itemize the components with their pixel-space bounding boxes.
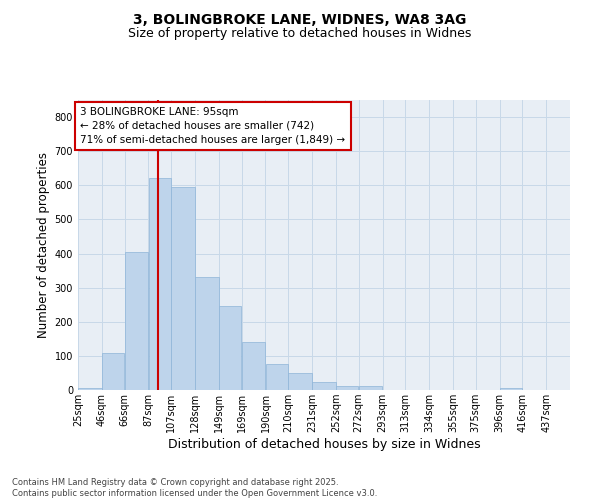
Bar [195,278,219,390]
Bar [500,388,522,390]
Text: Size of property relative to detached houses in Widnes: Size of property relative to detached ho… [128,28,472,40]
Text: Contains HM Land Registry data © Crown copyright and database right 2025.
Contai: Contains HM Land Registry data © Crown c… [12,478,377,498]
Bar [289,373,312,390]
Text: 3 BOLINGBROKE LANE: 95sqm
← 28% of detached houses are smaller (742)
71% of semi: 3 BOLINGBROKE LANE: 95sqm ← 28% of detac… [80,107,346,145]
Bar [102,354,124,390]
Bar [172,187,195,390]
Bar [312,382,336,390]
Bar [359,386,382,390]
Bar [219,306,241,390]
Bar [266,364,288,390]
Text: 3, BOLINGBROKE LANE, WIDNES, WA8 3AG: 3, BOLINGBROKE LANE, WIDNES, WA8 3AG [133,12,467,26]
Bar [242,342,265,390]
Bar [336,386,358,390]
X-axis label: Distribution of detached houses by size in Widnes: Distribution of detached houses by size … [167,438,481,451]
Bar [125,252,148,390]
Bar [78,388,101,390]
Y-axis label: Number of detached properties: Number of detached properties [37,152,50,338]
Bar [149,178,171,390]
